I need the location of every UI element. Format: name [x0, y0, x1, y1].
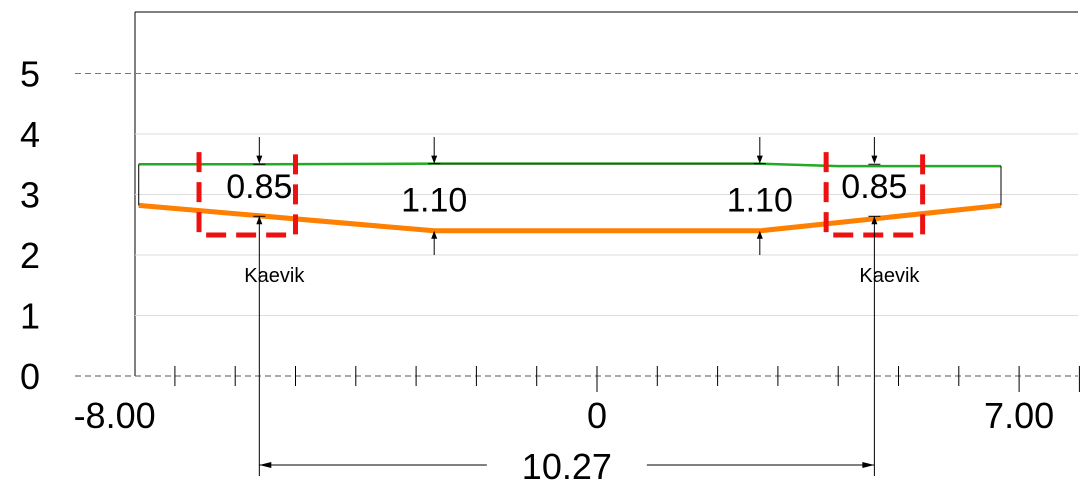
- ditch-outline: [196, 152, 298, 238]
- ditch-depth-label: 0.85: [226, 168, 292, 206]
- depth-mark-arrow-top: [756, 155, 763, 164]
- y-tick-label: 5: [20, 54, 40, 95]
- dimension-marks: [253, 137, 881, 476]
- grid-lines: [75, 73, 1078, 316]
- depth-mark-label: 1.10: [401, 181, 467, 219]
- depth-mark-label: 1.10: [727, 181, 793, 219]
- y-tick-label: 3: [20, 175, 40, 216]
- ditch-name-label: Kaevik: [859, 265, 920, 287]
- y-tick-label: 1: [20, 296, 40, 337]
- bottom-dimension-label: 10.27: [522, 446, 612, 482]
- ditch-depth-arrow-top: [256, 155, 263, 164]
- y-tick-label: 0: [20, 356, 40, 397]
- bottom-dimension-arrow-left: [259, 462, 272, 468]
- ditch-name-label: Kaevik: [244, 265, 305, 287]
- design-line: [138, 202, 1002, 234]
- x-axis: [75, 366, 1080, 392]
- x-tick-label: 7.00: [984, 395, 1054, 436]
- y-tick-label: 4: [20, 114, 40, 155]
- depth-mark-arrow-top: [431, 155, 438, 164]
- bottom-dimension-arrow-right: [862, 462, 875, 468]
- x-tick-label: -8.00: [74, 395, 156, 436]
- y-tick-label: 2: [20, 235, 40, 276]
- ditch-depth-arrow-top: [871, 155, 878, 164]
- ditch-depth-label: 0.85: [841, 168, 907, 206]
- x-tick-label: 0: [587, 395, 607, 436]
